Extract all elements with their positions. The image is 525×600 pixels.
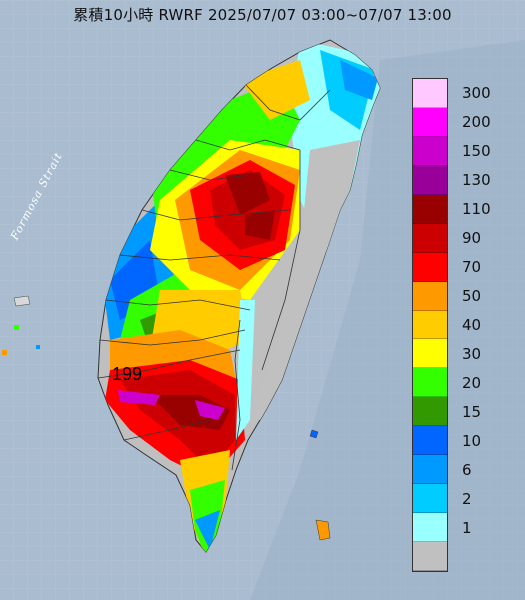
legend-color-bar: [412, 78, 448, 572]
legend-swatch: [413, 223, 447, 253]
penghu-rain-dot-3: [36, 345, 40, 349]
legend-swatch: [413, 165, 447, 195]
green-island: [309, 429, 319, 439]
legend-swatch: [413, 310, 447, 340]
legend-label: 15: [462, 403, 482, 422]
color-legend: 300 200 150 130 110 90 70 50 40 30 20 15 10 6 2 1: [412, 78, 512, 572]
legend-label: 300: [462, 83, 491, 102]
map-title: 累積10小時 RWRF 2025/07/07 03:00~07/07 13:00: [73, 6, 452, 24]
penghu-rain-dot-2: [2, 350, 7, 355]
legend-swatch: [413, 484, 447, 514]
legend-swatch: [413, 368, 447, 398]
legend-label: 130: [462, 170, 491, 189]
legend-label: 30: [462, 345, 482, 364]
legend-swatch: [413, 281, 447, 311]
county-boundaries: [97, 84, 331, 471]
legend-label: 1: [462, 519, 472, 538]
legend-swatch: [413, 397, 447, 427]
legend-label: 70: [462, 257, 482, 276]
legend-swatch: [413, 79, 447, 108]
legend-label: 50: [462, 286, 482, 305]
legend-label: 90: [462, 228, 482, 247]
legend-swatch: [413, 455, 447, 485]
legend-label: 40: [462, 316, 482, 334]
penghu-rain-dot-1: [14, 325, 19, 330]
legend-label: 6: [462, 461, 472, 480]
legend-label: 10: [462, 432, 482, 451]
legend-label: 2: [462, 490, 472, 509]
legend-label: 200: [462, 112, 491, 131]
legend-swatch: [413, 542, 447, 571]
legend-label: 20: [462, 374, 482, 393]
legend-swatch: [413, 513, 447, 542]
legend-swatch: [413, 107, 447, 137]
legend-swatch: [413, 136, 447, 166]
orchid-island: [315, 519, 331, 541]
legend-label: 110: [462, 199, 491, 218]
penghu-islands: [13, 295, 31, 307]
east-deep-sea: [250, 40, 525, 600]
rainfall-shading: [100, 40, 380, 552]
legend-swatch: [413, 339, 447, 369]
legend-swatch: [413, 426, 447, 456]
legend-swatch: [413, 194, 447, 224]
legend-label: 150: [462, 141, 491, 160]
legend-swatch: [413, 252, 447, 282]
max-rainfall-label: 199: [112, 364, 143, 384]
